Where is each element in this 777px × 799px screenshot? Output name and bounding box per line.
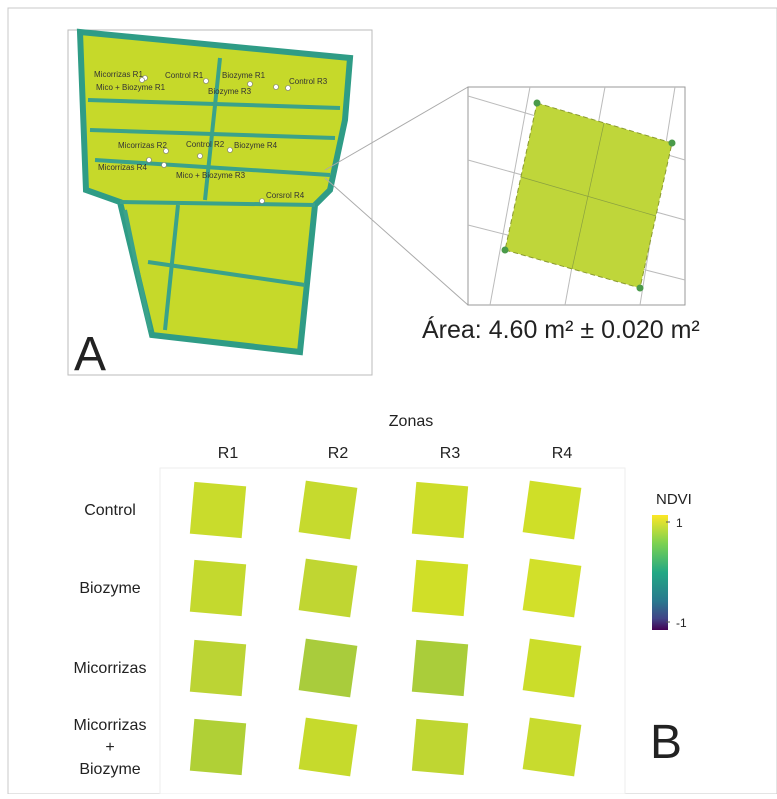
ndvi-plot xyxy=(412,640,468,696)
row-label: Biozyme xyxy=(79,761,140,778)
map-label: Micorrizas R4 xyxy=(98,163,147,172)
ndvi-plot xyxy=(190,560,246,616)
column-label: R3 xyxy=(440,445,461,462)
panel-letter: A xyxy=(74,328,106,381)
map-label: Mico + Biozyme R3 xyxy=(176,171,246,180)
plot-image xyxy=(299,481,358,540)
row-label: + xyxy=(105,739,114,756)
column-label: R2 xyxy=(328,445,349,462)
plot-image xyxy=(523,639,582,698)
colorbar xyxy=(652,515,668,630)
map-label: Biozyme R3 xyxy=(208,87,252,96)
plot-image xyxy=(190,482,246,538)
row-label: Biozyme xyxy=(79,580,140,597)
ndvi-plot xyxy=(190,640,246,696)
plot-image xyxy=(523,559,582,618)
page: {"panel_a": {"letter": "A", "map_labels"… xyxy=(0,0,777,794)
plot-image xyxy=(412,560,468,616)
map-label: Micorrizas R1 xyxy=(94,70,143,79)
colorbar-title: NDVI xyxy=(656,491,692,508)
map-point xyxy=(147,158,152,163)
plot-image xyxy=(190,640,246,696)
plot-image xyxy=(412,482,468,538)
colorbar-tick-label: -1 xyxy=(676,616,687,630)
map-point xyxy=(204,79,209,84)
field-map: Micorrizas R1 Control R1 Biozyme R1 Control… xyxy=(68,30,468,381)
ndvi-plot xyxy=(299,559,358,618)
ndvi-plot xyxy=(523,718,582,777)
colorbar-tick-label: 1 xyxy=(676,516,683,530)
ndvi-plot xyxy=(523,481,582,540)
column-label: R4 xyxy=(552,445,573,462)
ndvi-plot xyxy=(523,639,582,698)
ndvi-plot xyxy=(299,639,358,698)
map-point xyxy=(140,78,145,83)
row-label: Control xyxy=(84,502,136,519)
plot-image xyxy=(412,640,468,696)
ndvi-plot xyxy=(299,481,358,540)
plot-image xyxy=(190,719,246,775)
map-point xyxy=(162,163,167,168)
area-text: Área: 4.60 m² ± 0.020 m² xyxy=(422,315,700,344)
ndvi-plot xyxy=(412,560,468,616)
map-label: Control R2 xyxy=(186,140,225,149)
map-point xyxy=(260,199,265,204)
map-label: Mico + Biozyme R1 xyxy=(96,83,166,92)
plot-image xyxy=(190,560,246,616)
map-label: Micorrizas R2 xyxy=(118,141,167,150)
ndvi-plot xyxy=(523,559,582,618)
map-point xyxy=(228,148,233,153)
map-label: Corsrol R4 xyxy=(266,191,305,200)
figure: Micorrizas R1 Control R1 Biozyme R1 Control… xyxy=(0,0,777,794)
panel-b: Zonas NDVI B R1 R2 R3 R4 Control Biozyme Micor… xyxy=(74,413,692,794)
map-point xyxy=(286,86,291,91)
map-label: Biozyme R4 xyxy=(234,141,278,150)
plot-image xyxy=(299,639,358,698)
map-point xyxy=(198,154,203,159)
plot-image xyxy=(412,719,468,775)
map-point xyxy=(274,85,279,90)
ndvi-plot xyxy=(412,719,468,775)
map-point xyxy=(248,82,253,87)
plot-image xyxy=(523,718,582,777)
row-label: Micorrizas xyxy=(74,717,147,734)
column-label: R1 xyxy=(218,445,239,462)
row-label: Micorrizas xyxy=(74,660,147,677)
zones-title: Zonas xyxy=(389,413,433,430)
map-label: Biozyme R1 xyxy=(222,71,266,80)
ndvi-plot xyxy=(190,482,246,538)
plot-image xyxy=(523,481,582,540)
plot-image xyxy=(299,559,358,618)
ndvi-plot xyxy=(190,719,246,775)
map-label: Control R1 xyxy=(165,71,204,80)
plot-image xyxy=(299,718,358,777)
ndvi-plot xyxy=(299,718,358,777)
map-label: Control R3 xyxy=(289,77,328,86)
zoom-panel: Área: 4.60 m² ± 0.020 m² xyxy=(422,87,700,344)
ndvi-plot xyxy=(412,482,468,538)
panel-letter: B xyxy=(650,716,682,769)
